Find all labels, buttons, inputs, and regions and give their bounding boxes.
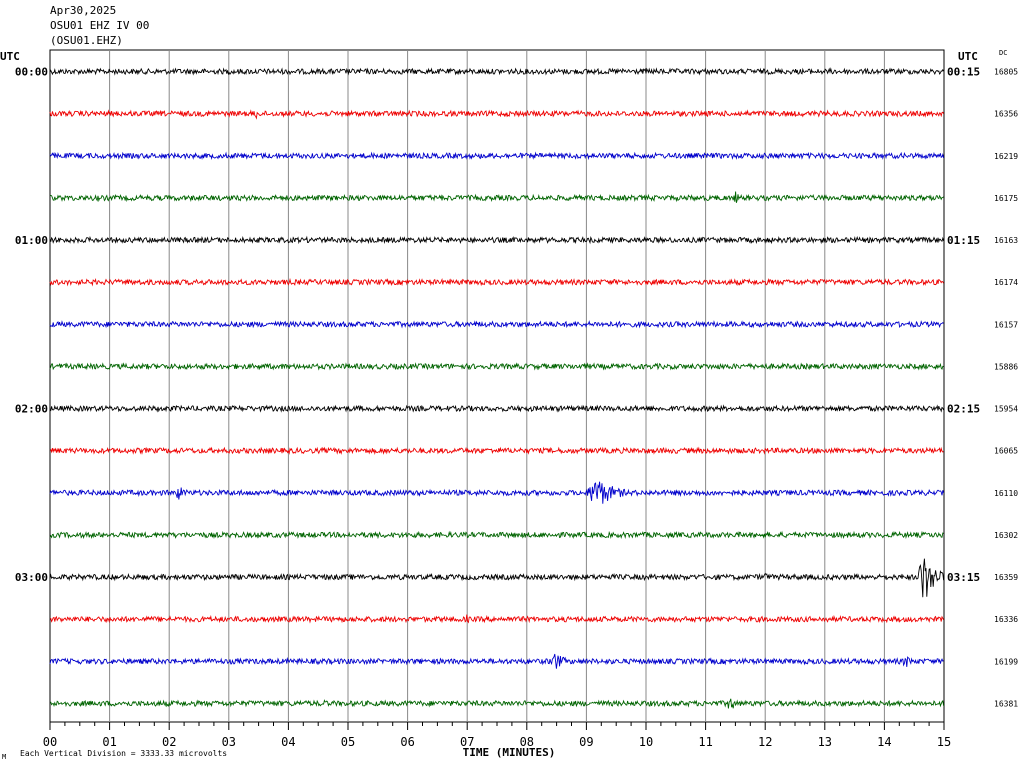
row-dc-value: 15886 [994,362,1018,371]
row-dc-value: 16163 [994,236,1018,245]
row-right-time: 03:15 [947,571,980,584]
row-dc-value: 16356 [994,110,1018,119]
row-right-time: 00:15 [947,66,980,79]
trace-line [49,277,944,287]
utc-right-label: UTC [958,50,978,63]
x-tick-label: 04 [281,735,295,749]
row-dc-value: 16175 [994,194,1018,203]
trace-line [49,558,945,598]
row-dc-value: 16359 [994,573,1018,582]
x-tick-label: 05 [341,735,355,749]
x-axis-label: TIME (MINUTES) [463,746,556,759]
footer-mark: M [2,753,7,761]
trace-line [49,530,944,540]
trace-line [49,67,944,76]
x-tick-label: 03 [222,735,236,749]
row-left-time: 00:00 [15,66,48,79]
trace-line [49,191,944,203]
row-dc-value: 16302 [994,531,1018,540]
x-tick-label: 15 [937,735,951,749]
plot-frame [49,49,945,723]
trace-line [49,653,944,669]
row-left-time: 01:00 [15,234,48,247]
trace-line [49,320,944,329]
row-dc-value: 16199 [994,657,1018,666]
row-right-time: 02:15 [947,403,980,416]
footer-note: Each Vertical Division = 3333.33 microvo… [20,749,228,758]
row-dc-value: 16219 [994,152,1018,161]
trace-line [49,481,945,504]
trace-line [49,109,944,120]
trace-line [49,614,945,624]
row-dc-value: 16174 [994,278,1018,287]
x-tick-label: 14 [877,735,891,749]
x-tick-label: 11 [698,735,712,749]
trace-line [49,446,944,455]
plot-grid [49,49,945,723]
x-tick-label: 10 [639,735,653,749]
header-date: Apr30,2025 [50,4,117,17]
trace-line [50,698,945,709]
row-right-time: 01:15 [947,234,980,247]
x-tick-label: 09 [579,735,593,749]
trace-line [49,404,945,413]
row-dc-value: 15954 [994,405,1018,414]
time-axis: 00 01 02 03 04 05 06 07 08 09 10 11 12 13 14 15 TIME (MI… [43,722,951,759]
trace-line [49,235,945,245]
row-labels: 00:00 00:15 16805 16356 16219 16175 01:00 01:15… [15,66,1018,709]
x-tick-label: 02 [162,735,176,749]
dc-label: DC [999,49,1008,57]
row-dc-value: 16381 [994,699,1018,708]
x-tick-label: 08 [520,735,534,749]
row-dc-value: 16336 [994,615,1018,624]
x-tick-label: 06 [400,735,414,749]
x-tick-label: 00 [43,735,57,749]
row-dc-value: 16805 [994,68,1018,77]
x-tick-label: 12 [758,735,772,749]
row-dc-value: 16110 [994,489,1018,498]
trace-line [49,151,945,161]
x-tick-label: 07 [460,735,474,749]
row-left-time: 02:00 [15,403,48,416]
header-channel: (OSU01.EHZ) [50,34,123,47]
x-tick-label: 13 [818,735,832,749]
row-dc-value: 16157 [994,320,1018,329]
row-dc-value: 16065 [994,447,1018,456]
trace-line [49,362,944,371]
row-left-time: 03:00 [15,571,48,584]
utc-left-label: UTC [0,50,20,63]
seismic-traces [49,67,945,709]
header-station: OSU01 EHZ IV 00 [50,19,150,32]
x-tick-label: 01 [102,735,116,749]
